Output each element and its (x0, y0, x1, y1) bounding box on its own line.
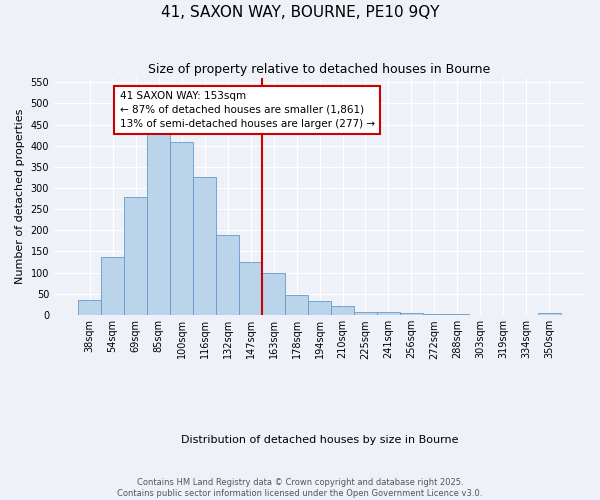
Bar (124, 198, 147, 315)
Text: Contains HM Land Registry data © Crown copyright and database right 2025.
Contai: Contains HM Land Registry data © Crown c… (118, 478, 482, 498)
Bar (331, 306, 354, 315)
Title: Size of property relative to detached houses in Bourne: Size of property relative to detached ho… (148, 62, 491, 76)
Bar (193, 178, 216, 315)
Bar (285, 296, 308, 315)
Bar (147, 124, 170, 315)
Bar (377, 312, 400, 315)
Text: 41 SAXON WAY: 153sqm
← 87% of detached houses are smaller (1,861)
13% of semi-de: 41 SAXON WAY: 153sqm ← 87% of detached h… (119, 90, 374, 128)
Bar (262, 272, 285, 315)
Bar (170, 142, 193, 315)
Bar (538, 313, 561, 315)
Bar (308, 301, 331, 315)
Y-axis label: Number of detached properties: Number of detached properties (15, 109, 25, 284)
Bar (354, 312, 377, 315)
X-axis label: Distribution of detached houses by size in Bourne: Distribution of detached houses by size … (181, 435, 458, 445)
Text: 41, SAXON WAY, BOURNE, PE10 9QY: 41, SAXON WAY, BOURNE, PE10 9QY (161, 5, 439, 20)
Bar (78, 300, 101, 315)
Bar (400, 313, 423, 315)
Bar (216, 234, 239, 315)
Bar (446, 314, 469, 315)
Bar (239, 262, 262, 315)
Bar (423, 314, 446, 315)
Bar (101, 256, 124, 315)
